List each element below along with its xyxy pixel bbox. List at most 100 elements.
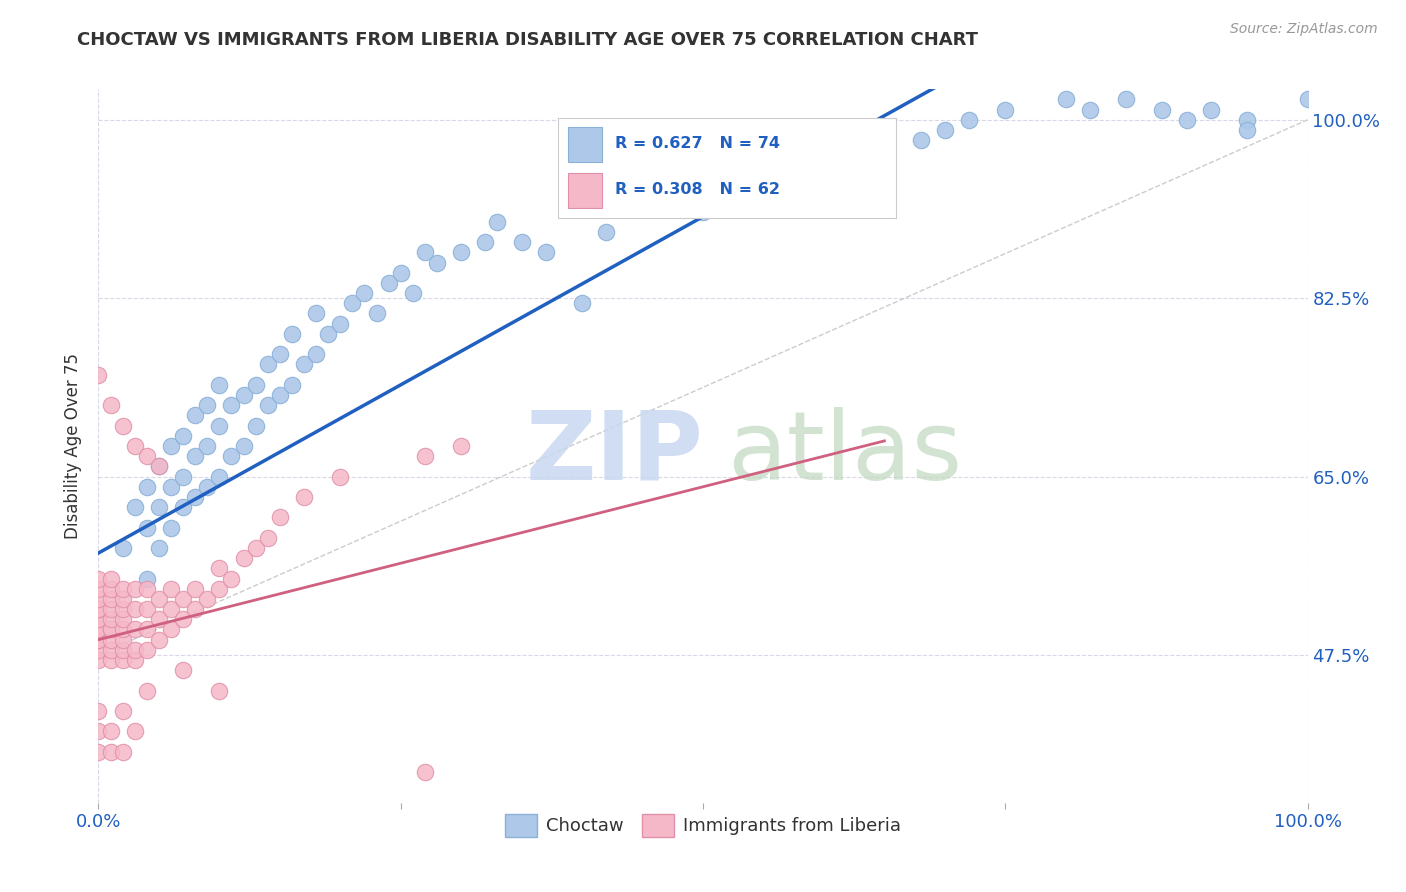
- Point: [366, 306, 388, 320]
- Point: [994, 103, 1017, 117]
- Point: [232, 551, 254, 566]
- Point: [111, 653, 134, 667]
- Point: [292, 358, 315, 372]
- Point: [111, 623, 134, 637]
- Point: [135, 520, 157, 534]
- Point: [1296, 92, 1319, 106]
- Point: [377, 276, 399, 290]
- Point: [87, 643, 110, 657]
- Point: [87, 612, 110, 626]
- Point: [316, 326, 339, 341]
- Point: [221, 449, 243, 463]
- Point: [256, 358, 278, 372]
- Point: [413, 449, 436, 463]
- Point: [160, 602, 183, 616]
- Point: [100, 572, 122, 586]
- Point: [232, 439, 254, 453]
- Point: [208, 582, 231, 596]
- Point: [184, 409, 207, 423]
- Point: [100, 632, 122, 647]
- Point: [124, 439, 146, 453]
- Point: [100, 745, 122, 759]
- Point: [135, 602, 157, 616]
- Point: [837, 153, 859, 168]
- Point: [269, 347, 291, 361]
- Point: [571, 296, 593, 310]
- Point: [245, 377, 267, 392]
- Point: [450, 439, 472, 453]
- Point: [934, 123, 956, 137]
- Point: [100, 602, 122, 616]
- Point: [195, 480, 218, 494]
- Point: [135, 480, 157, 494]
- Point: [172, 612, 194, 626]
- Point: [135, 572, 157, 586]
- Point: [172, 591, 194, 606]
- Point: [160, 439, 183, 453]
- Point: [305, 306, 328, 320]
- Point: [87, 602, 110, 616]
- Point: [172, 429, 194, 443]
- Point: [208, 683, 231, 698]
- Point: [184, 449, 207, 463]
- Point: [124, 653, 146, 667]
- Point: [135, 643, 157, 657]
- Point: [245, 418, 267, 433]
- Point: [100, 724, 122, 739]
- Point: [172, 500, 194, 515]
- Point: [148, 541, 170, 555]
- Point: [716, 184, 738, 198]
- Point: [269, 388, 291, 402]
- Point: [184, 602, 207, 616]
- Point: [426, 255, 449, 269]
- Point: [87, 612, 110, 626]
- Point: [124, 724, 146, 739]
- Point: [124, 623, 146, 637]
- Point: [160, 520, 183, 534]
- Point: [486, 215, 509, 229]
- Point: [232, 388, 254, 402]
- Point: [100, 653, 122, 667]
- Point: [148, 459, 170, 474]
- Point: [402, 286, 425, 301]
- Point: [148, 500, 170, 515]
- Point: [752, 174, 775, 188]
- Point: [160, 480, 183, 494]
- Point: [353, 286, 375, 301]
- Point: [413, 765, 436, 780]
- Point: [124, 602, 146, 616]
- Legend: Choctaw, Immigrants from Liberia: Choctaw, Immigrants from Liberia: [498, 807, 908, 844]
- Text: ZIP: ZIP: [524, 407, 703, 500]
- Point: [160, 582, 183, 596]
- Point: [910, 133, 932, 147]
- Point: [100, 398, 122, 412]
- Text: atlas: atlas: [727, 407, 962, 500]
- Point: [692, 204, 714, 219]
- Point: [281, 326, 304, 341]
- Point: [124, 500, 146, 515]
- Point: [87, 632, 110, 647]
- Point: [1115, 92, 1137, 106]
- Point: [87, 368, 110, 382]
- Point: [100, 643, 122, 657]
- Point: [111, 632, 134, 647]
- Point: [1152, 103, 1174, 117]
- Point: [135, 623, 157, 637]
- Point: [135, 683, 157, 698]
- Point: [87, 591, 110, 606]
- Point: [111, 704, 134, 718]
- Point: [208, 469, 231, 483]
- Point: [111, 745, 134, 759]
- Y-axis label: Disability Age Over 75: Disability Age Over 75: [65, 353, 83, 539]
- Point: [292, 490, 315, 504]
- Point: [221, 398, 243, 412]
- Point: [195, 439, 218, 453]
- Point: [87, 602, 110, 616]
- Point: [87, 653, 110, 667]
- Point: [256, 398, 278, 412]
- Point: [148, 591, 170, 606]
- Point: [111, 591, 134, 606]
- Point: [1199, 103, 1222, 117]
- Point: [342, 296, 364, 310]
- Point: [957, 112, 980, 127]
